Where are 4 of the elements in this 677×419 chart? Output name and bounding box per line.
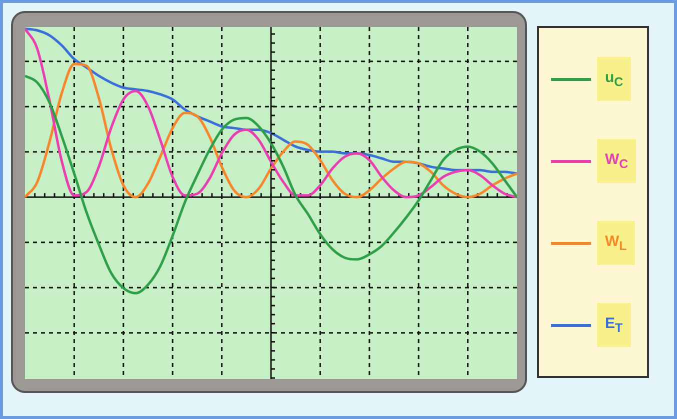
legend-label: W$_{L}$ [597,221,635,265]
legend-label: E$_{T}$ [597,303,631,347]
legend-label: W$_{C}$ [597,139,636,183]
legend-label: u$_{C}$ [597,57,632,101]
